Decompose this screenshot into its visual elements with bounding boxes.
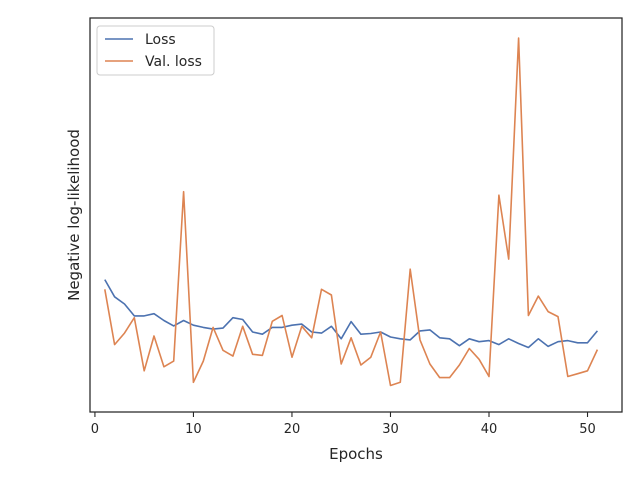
- plot-frame: [89, 17, 623, 413]
- legend-label-0: Loss: [145, 32, 176, 48]
- x-tick-label: 40: [481, 422, 498, 437]
- legend-label-1: Val. loss: [145, 54, 202, 70]
- x-tick-label: 20: [284, 422, 301, 437]
- x-tick-label: 10: [185, 422, 202, 437]
- x-axis: 0 10 20 30 40 50: [91, 412, 596, 437]
- series-line-1: [104, 37, 599, 387]
- y-axis-label: Negative log-likelihood: [65, 129, 83, 301]
- x-axis-label: Epochs: [329, 445, 383, 463]
- series-line-0: [104, 279, 599, 349]
- x-tick-label: 30: [382, 422, 399, 437]
- x-tick-label: 0: [91, 422, 99, 437]
- legend: Loss Val. loss: [96, 25, 215, 76]
- x-tick-label: 50: [579, 422, 596, 437]
- series-layer: [104, 37, 599, 387]
